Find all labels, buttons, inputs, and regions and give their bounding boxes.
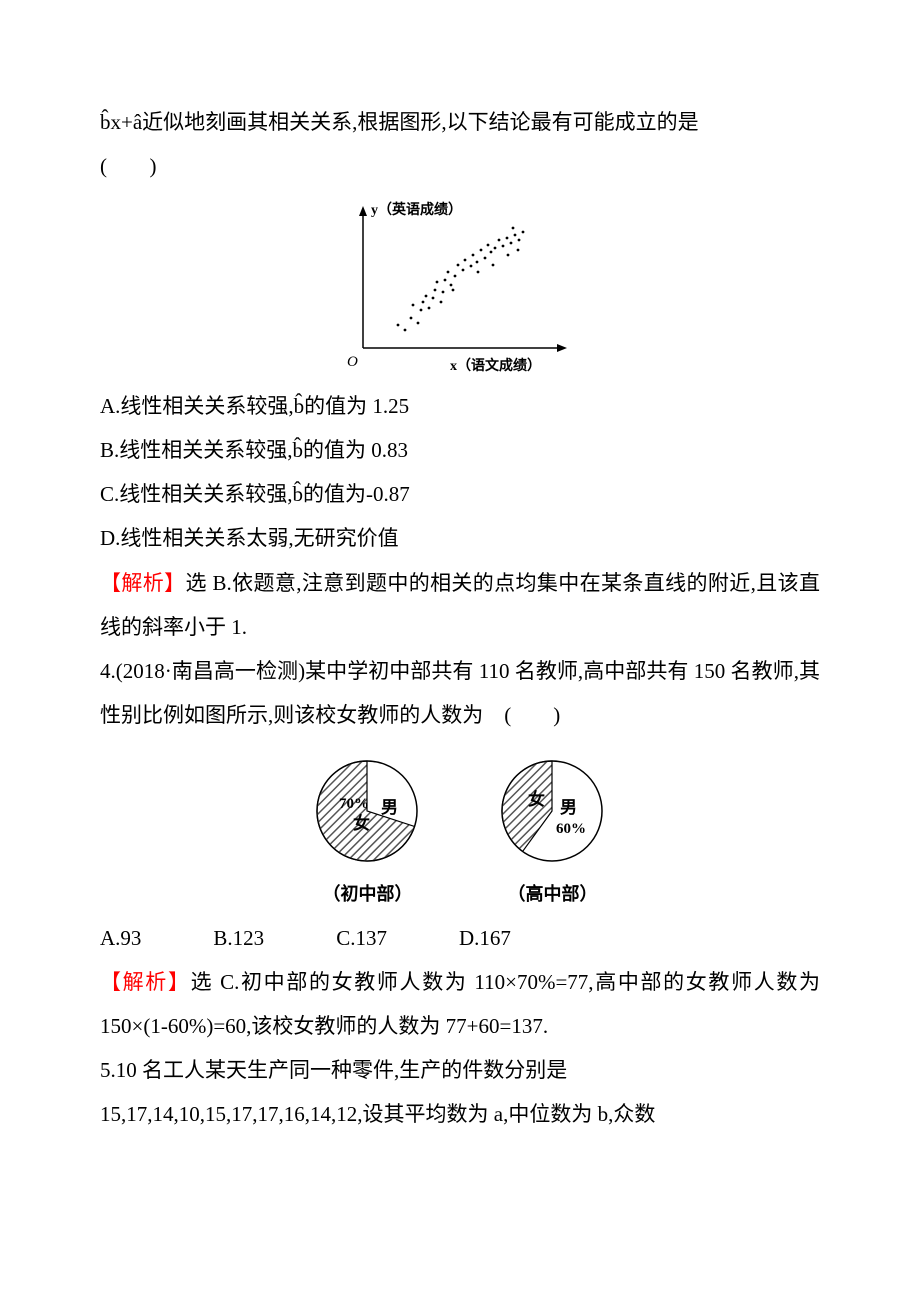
q4-analysis: 【解析】选 C.初中部的女教师人数为 110×70%=77,高中部的女教师人数为…	[100, 960, 820, 1048]
q3-stem-line1: b̂x+â近似地刻画其相关关系,根据图形,以下结论最有可能成立的是	[100, 100, 820, 144]
svg-text:70%: 70%	[339, 796, 369, 812]
analysis-label: 【解析】	[100, 571, 185, 595]
pie1-svg: 70%女男	[295, 751, 440, 871]
q5-line1: 5.10 名工人某天生产同一种零件,生产的件数分别是	[100, 1048, 820, 1092]
q5-line2: 15,17,14,10,15,17,17,16,14,12,设其平均数为 a,中…	[100, 1092, 820, 1136]
svg-text:男: 男	[560, 798, 577, 817]
q4-opt-c: C.137	[336, 916, 387, 960]
q3-opt-c: C.线性相关关系较强,b̂的值为-0.87	[100, 472, 820, 516]
q3-opt-b: B.线性相关关系较强,b̂的值为 0.83	[100, 428, 820, 472]
q4-opt-a: A.93	[100, 916, 141, 960]
svg-text:60%: 60%	[556, 821, 586, 837]
q4-analysis-text: 选 C.初中部的女教师人数为 110×70%=77,高中部的女教师人数为 150…	[100, 970, 820, 1038]
q4-opt-b: B.123	[213, 916, 264, 960]
svg-text:女: 女	[353, 813, 370, 833]
paren-close: )	[150, 154, 157, 178]
svg-text:O: O	[347, 354, 358, 370]
pie1-wrap: 70%女男 （初中部）	[295, 751, 440, 906]
q3-opt-a: A.线性相关关系较强,b̂的值为 1.25	[100, 384, 820, 428]
pie1-caption: （初中部）	[295, 880, 440, 906]
q3-scatter-figure: y（英语成绩） x（语文成绩） O	[100, 198, 820, 378]
q4-options: A.93 B.123 C.137 D.167	[100, 916, 820, 960]
svg-text:x（语文成绩）: x（语文成绩）	[450, 357, 541, 374]
q3-analysis: 【解析】选 B.依题意,注意到题中的相关的点均集中在某条直线的附近,且该直线的斜…	[100, 561, 820, 649]
q3-opt-d: D.线性相关关系太弱,无研究价值	[100, 516, 820, 560]
paren-open: (	[100, 154, 117, 178]
q4-pie-figures: 70%女男 （初中部） 女男60% （高中部）	[100, 751, 820, 906]
pie2-wrap: 女男 60% （高中部）	[480, 751, 625, 906]
q3-analysis-text: 选 B.依题意,注意到题中的相关的点均集中在某条直线的附近,且该直线的斜率小于 …	[100, 571, 820, 639]
q3-stem-paren: ( )	[100, 144, 820, 188]
svg-text:男: 男	[381, 798, 398, 817]
analysis-label: 【解析】	[100, 970, 191, 994]
svg-text:女: 女	[528, 789, 545, 809]
q4-stem: 4.(2018·南昌高一检测)某中学初中部共有 110 名教师,高中部共有 15…	[100, 649, 820, 737]
pie2-svg: 女男 60%	[480, 751, 625, 871]
pie2-caption: （高中部）	[480, 880, 625, 906]
svg-text:y（英语成绩）: y（英语成绩）	[371, 201, 462, 218]
q4-opt-d: D.167	[459, 916, 511, 960]
scatter-plot-svg: y（英语成绩） x（语文成绩） O	[335, 198, 585, 378]
